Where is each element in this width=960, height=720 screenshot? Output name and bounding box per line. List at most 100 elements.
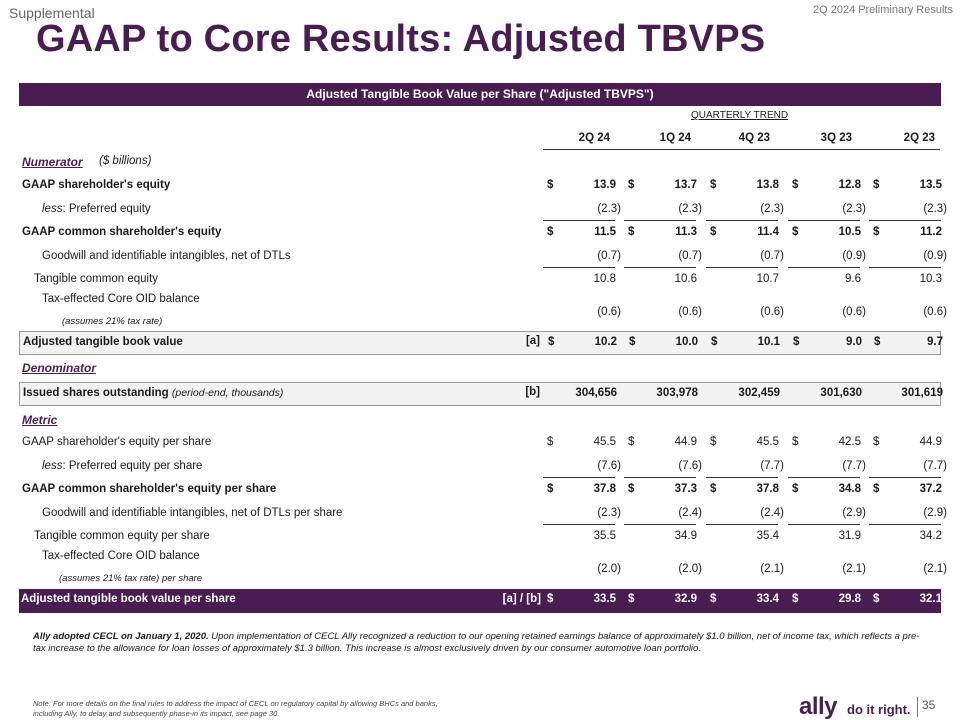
table-cell: (2.3)	[788, 203, 866, 215]
cell-value: (0.6)	[842, 306, 866, 318]
table-row: Tangible common equity 10.8 10.6 10.7 9.6 10…	[19, 273, 942, 289]
cell-value: 12.8	[838, 179, 861, 191]
underline	[543, 524, 615, 525]
table-cell: (2.4)	[706, 507, 784, 519]
report-label: 2Q 2024 Preliminary Results	[812, 4, 953, 16]
table-cell: (2.1)	[788, 563, 866, 575]
underline	[869, 267, 941, 268]
cell-value: 10.1	[757, 336, 780, 348]
denominator-label: Denominator	[22, 361, 97, 375]
cell-value: (2.3)	[923, 203, 947, 215]
table-cell: 302,459	[707, 387, 785, 399]
currency-symbol: $	[873, 179, 880, 191]
table-cell: $13.7	[624, 179, 702, 191]
cell-value: 45.5	[756, 436, 779, 448]
table-cell: 301,630	[789, 387, 867, 399]
cell-value: 9.0	[846, 336, 862, 348]
table-cell: $44.9	[869, 436, 947, 448]
metric-section: Metric	[19, 413, 941, 429]
row-label: GAAP shareholder's equity per share	[22, 436, 212, 448]
column-header: 2Q 24	[578, 132, 610, 144]
cell-value: 10.2	[594, 336, 617, 348]
table-row: less: Preferred equity per share (7.6) (7…	[19, 460, 947, 476]
cell-value: 37.8	[756, 483, 779, 495]
cell-value: 10.3	[919, 273, 942, 285]
cell-value: 11.5	[594, 226, 616, 238]
cell-value: 13.9	[593, 179, 616, 191]
cecl-footnote: Ally adopted CECL on January 1, 2020. Up…	[33, 631, 920, 654]
column-header: 1Q 24	[659, 132, 691, 144]
table-cell: $13.8	[706, 179, 784, 191]
table-cell: 10.6	[624, 273, 702, 285]
table-cell: $11.3	[624, 226, 702, 238]
numerator-unit: ($ billions)	[99, 155, 152, 167]
row-label: Tax-effected Core OID balance	[42, 550, 200, 562]
cell-value: (2.3)	[760, 203, 784, 215]
table-row: Goodwill and identifiable intangibles, n…	[19, 250, 947, 266]
numerator-label: Numerator	[22, 155, 83, 169]
row-label: GAAP shareholder's equity	[22, 179, 171, 191]
cell-value: 31.9	[838, 530, 861, 542]
table-cell: 301,619	[870, 387, 948, 399]
table-cell: (2.0)	[543, 563, 621, 575]
table-row: less: Preferred equity (2.3) (2.3) (2.3) (2…	[19, 203, 947, 219]
table-cell: (0.6)	[706, 306, 784, 318]
table-cell: (0.6)	[624, 306, 702, 318]
cell-value: 10.5	[838, 226, 861, 238]
column-headers: 2Q 24 1Q 24 4Q 23 3Q 23 2Q 23	[0, 132, 960, 148]
cell-value: 10.7	[756, 273, 779, 285]
table-row: GAAP shareholder's equity $13.9 $13.7 $13.…	[19, 179, 942, 195]
currency-symbol: $	[710, 179, 717, 191]
cell-value: 13.5	[919, 179, 942, 191]
table-cell: 10.8	[543, 273, 621, 285]
table-cell: (7.6)	[543, 460, 621, 472]
cell-value: 29.8	[838, 593, 861, 605]
currency-symbol: $	[547, 226, 554, 238]
row-label: Tangible common equity per share	[34, 530, 210, 542]
cell-value: (0.6)	[597, 306, 621, 318]
table-cell: (2.9)	[788, 507, 866, 519]
currency-symbol: $	[547, 483, 554, 495]
table-cell: 9.6	[788, 273, 866, 285]
underline	[624, 267, 696, 268]
row-label: Adjusted tangible book value	[23, 336, 183, 348]
table-cell: (0.6)	[543, 306, 621, 318]
cell-value: 44.9	[674, 436, 697, 448]
table-cell: $11.5	[543, 226, 621, 238]
table-cell: 10.3	[869, 273, 947, 285]
row-label: less: Preferred equity	[42, 203, 151, 215]
cell-value: (7.7)	[760, 460, 784, 472]
currency-symbol: $	[792, 483, 799, 495]
cell-value: (0.6)	[678, 306, 702, 318]
table-cell: (0.7)	[543, 250, 621, 262]
table-cell: $9.0	[789, 336, 867, 348]
table-cell: $9.7	[870, 336, 948, 348]
cell-value: 10.0	[675, 336, 698, 348]
table-cell: $37.2	[869, 483, 947, 495]
cell-value: (2.3)	[597, 507, 621, 519]
underline	[706, 477, 778, 478]
table-cell: (0.9)	[788, 250, 866, 262]
table-cell: 303,978	[625, 387, 703, 399]
column-header: 4Q 23	[738, 132, 770, 144]
cell-value: 302,459	[738, 387, 780, 399]
table-cell: (7.6)	[624, 460, 702, 472]
table-cell: $13.9	[543, 179, 621, 191]
column-header-underline	[543, 149, 940, 150]
table-row: Adjusted tangible book value per share […	[19, 589, 942, 613]
cell-value: (2.4)	[760, 507, 784, 519]
table-cell: (2.1)	[706, 563, 784, 575]
currency-symbol: $	[628, 593, 635, 605]
table-cell: (2.0)	[624, 563, 702, 575]
currency-symbol: $	[873, 593, 880, 605]
row-ref: [b]	[525, 386, 540, 398]
cell-value: (0.9)	[842, 250, 866, 262]
table-row: GAAP common shareholder's equity per sha…	[19, 483, 942, 499]
table-cell: (0.6)	[869, 306, 947, 318]
currency-symbol: $	[628, 226, 635, 238]
row-label: Goodwill and identifiable intangibles, n…	[42, 250, 291, 262]
underline	[624, 477, 696, 478]
cell-value: 301,619	[901, 387, 943, 399]
table-cell: 35.4	[706, 530, 784, 542]
currency-symbol: $	[792, 436, 799, 448]
